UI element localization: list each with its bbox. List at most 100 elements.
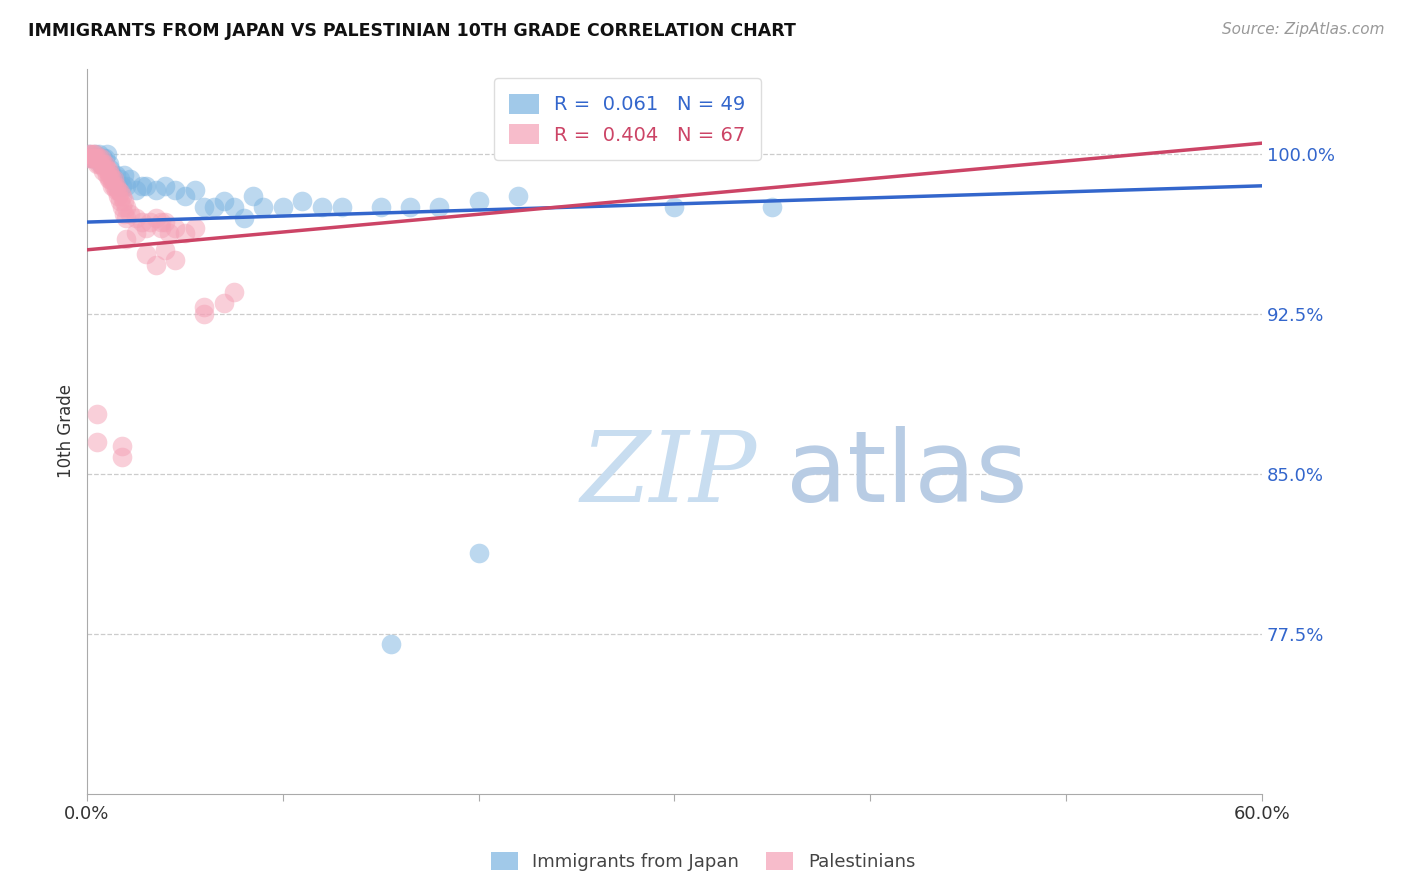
Point [86,151,108,165]
Point [97,164,120,178]
Point [174,226,197,240]
Point [112,168,135,182]
Point [86,151,108,165]
Point [105,168,128,182]
Point [291,194,314,208]
Point [101,178,124,193]
Point [232,211,254,225]
Point [80,146,103,161]
Point [125,183,148,197]
Point [145,183,167,197]
Point [115,178,138,193]
Point [138,215,160,229]
Point [165,183,187,197]
Point [103,172,125,186]
Point [96,146,118,161]
Point [183,183,205,197]
Point [115,211,138,225]
Point [111,178,134,193]
Point [100,161,122,176]
Point [112,194,135,208]
Legend: Immigrants from Japan, Palestinians: Immigrants from Japan, Palestinians [484,845,922,879]
Point [125,211,148,225]
Point [110,172,132,186]
Point [157,226,180,240]
Point [222,285,245,300]
Point [77,146,100,161]
Legend: R =  0.061   N = 49, R =  0.404   N = 67: R = 0.061 N = 49, R = 0.404 N = 67 [494,78,761,161]
Point [105,183,128,197]
Point [80,151,103,165]
Point [131,215,153,229]
Point [155,178,177,193]
Point [105,178,128,193]
Text: atlas: atlas [786,426,1028,523]
Point [97,172,120,186]
Point [101,168,124,182]
Point [467,194,489,208]
Y-axis label: 10th Grade: 10th Grade [58,384,75,478]
Point [150,215,173,229]
Point [193,200,215,214]
Text: ZIP: ZIP [581,427,756,522]
Point [93,161,115,176]
Point [120,206,142,220]
Point [110,185,132,199]
Point [87,151,110,165]
Point [115,232,138,246]
Point [77,151,100,165]
Point [271,200,294,214]
Point [83,146,105,161]
Point [429,200,451,214]
Point [252,200,274,214]
Point [155,243,177,257]
Point [101,172,124,186]
Text: Source: ZipAtlas.com: Source: ZipAtlas.com [1222,22,1385,37]
Point [150,221,173,235]
Point [115,200,138,214]
Point [90,151,112,165]
Point [155,215,177,229]
Point [82,151,104,165]
Point [174,189,197,203]
Point [664,200,686,214]
Point [83,151,105,165]
Point [125,226,148,240]
Point [399,200,422,214]
Point [135,178,157,193]
Point [100,172,122,186]
Point [91,151,114,165]
Point [111,450,134,464]
Point [86,434,108,449]
Point [97,157,120,171]
Point [222,200,245,214]
Point [165,221,187,235]
Point [242,189,264,203]
Point [111,200,134,214]
Point [107,189,129,203]
Point [93,157,115,171]
Point [135,221,157,235]
Point [135,247,157,261]
Point [82,151,104,165]
Point [86,157,108,171]
Point [82,146,104,161]
Point [107,183,129,197]
Point [380,637,402,651]
Point [96,161,118,176]
Point [761,200,783,214]
Point [193,307,215,321]
Point [103,172,125,186]
Point [330,200,353,214]
Point [370,200,392,214]
Point [112,206,135,220]
Point [212,296,235,310]
Point [107,178,129,193]
Point [93,151,115,165]
Point [86,407,108,421]
Point [193,301,215,315]
Point [110,194,132,208]
Point [83,146,105,161]
Point [111,439,134,453]
Point [212,194,235,208]
